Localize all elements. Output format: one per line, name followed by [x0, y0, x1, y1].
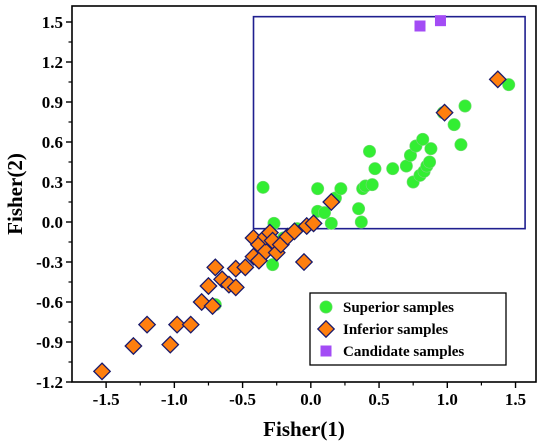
data-point-circle: [256, 180, 270, 194]
x-tick-label: 0.0: [300, 390, 321, 409]
y-tick-label: -1.2: [36, 373, 63, 392]
y-tick-label: 1.2: [42, 53, 63, 72]
data-point-diamond: [304, 214, 323, 233]
data-point-circle: [386, 162, 400, 176]
data-point-diamond: [92, 362, 112, 381]
y-tick-label: -0.3: [36, 253, 63, 272]
data-point-diamond: [206, 258, 225, 277]
data-point-circle: [266, 258, 280, 272]
data-point-diamond: [167, 315, 187, 334]
data-point-circle: [502, 78, 516, 92]
data-point-circle: [311, 182, 325, 196]
data-point-diamond: [236, 258, 255, 277]
data-point-diamond: [124, 336, 143, 356]
data-point-diamond: [181, 315, 200, 334]
data-point-diamond: [226, 278, 245, 297]
data-point-circle: [423, 155, 437, 169]
x-tick-label: -0.5: [229, 390, 256, 409]
data-point-circle: [416, 132, 430, 146]
y-tick-label: -0.9: [36, 333, 63, 352]
legend: Superior samples Inferior samples Candidat…: [309, 292, 507, 366]
data-point-diamond: [488, 70, 507, 89]
data-point-circle: [454, 138, 468, 152]
data-point-diamond: [161, 335, 180, 354]
y-tick-label: 0.0: [42, 213, 63, 232]
legend-label: Superior samples: [343, 300, 454, 316]
data-point-circle: [447, 118, 461, 132]
data-point-circle: [354, 215, 368, 229]
legend-marker-diamond: [316, 319, 336, 339]
legend-marker-circle: [319, 300, 333, 314]
y-axis-title: Fisher(2): [3, 153, 27, 235]
data-point-diamond: [256, 242, 275, 261]
data-point-diamond: [203, 296, 222, 316]
y-tick-label: 0.6: [42, 133, 63, 152]
y-tick-label: 0.3: [42, 173, 63, 192]
data-point-diamond: [294, 252, 314, 272]
region-box: [252, 15, 526, 230]
data-point-square: [434, 15, 446, 27]
data-point-circle: [458, 99, 472, 113]
x-tick-label: 0.5: [368, 390, 389, 409]
legend-marker-square: [320, 345, 332, 357]
x-tick-label: 1.5: [505, 390, 526, 409]
data-point-square: [414, 20, 426, 32]
data-point-diamond: [199, 276, 218, 296]
y-tick-label: 0.9: [42, 93, 63, 112]
data-point-circle: [352, 202, 366, 216]
x-tick-label: -1.5: [93, 390, 120, 409]
x-tick-label: 1.0: [437, 390, 458, 409]
data-point-circle: [363, 144, 377, 158]
x-axis-title: Fisher(1): [263, 417, 345, 441]
legend-label: Inferior samples: [343, 322, 448, 338]
data-point-circle: [424, 142, 438, 156]
data-point-diamond: [435, 103, 454, 122]
data-point-diamond: [137, 315, 157, 334]
plot-frame: [71, 5, 537, 383]
data-point-circle: [368, 162, 382, 176]
data-point-circle: [317, 206, 331, 220]
data-point-circle: [334, 182, 348, 196]
data-point-circle: [324, 216, 338, 230]
data-point-diamond: [322, 192, 341, 212]
data-point-circle: [365, 178, 379, 192]
y-tick-label: 1.5: [42, 13, 63, 32]
y-tick-label: -0.6: [36, 293, 63, 312]
x-tick-label: -1.0: [161, 390, 188, 409]
legend-label: Candidate samples: [343, 344, 464, 360]
legend-box: [309, 292, 507, 366]
data-point-diamond: [285, 222, 304, 241]
